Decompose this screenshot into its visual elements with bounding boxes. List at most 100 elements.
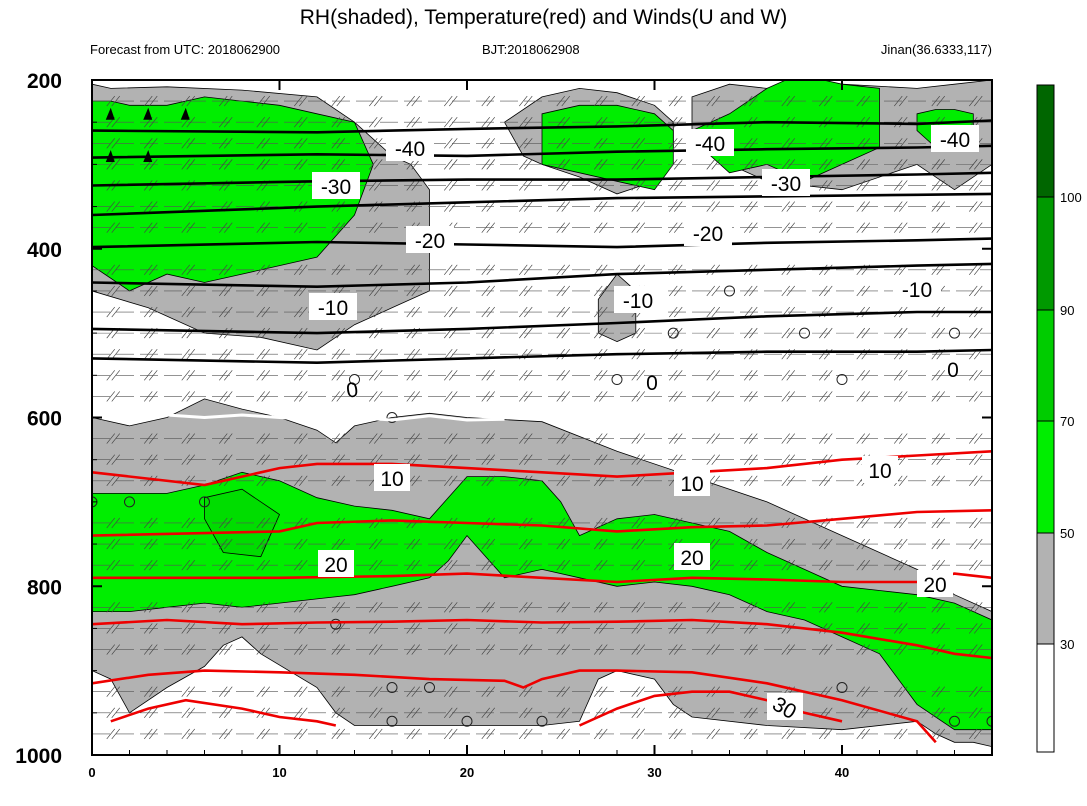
wind-barb-368 bbox=[406, 454, 421, 465]
wind-barb-536 bbox=[406, 644, 421, 655]
wind-barb-7 bbox=[368, 95, 383, 107]
wind-barb-601 bbox=[143, 728, 158, 740]
wind-barb-162 bbox=[781, 222, 796, 233]
wind-barb-142 bbox=[931, 201, 946, 212]
wind-flag-627 bbox=[105, 149, 115, 162]
wind-barb-150 bbox=[331, 222, 346, 233]
wind-barb-344 bbox=[406, 433, 421, 444]
wind-barb-562 bbox=[481, 686, 496, 697]
wind-barb-19 bbox=[818, 95, 833, 107]
wind-barb-397 bbox=[593, 475, 608, 486]
wind-barb-509 bbox=[293, 623, 308, 634]
wind-barb-436 bbox=[256, 538, 271, 550]
wind-barb-174 bbox=[331, 264, 346, 276]
wind-barb-57 bbox=[443, 138, 458, 149]
contour-label-box-16 bbox=[318, 550, 354, 577]
wind-barb-357 bbox=[893, 433, 908, 444]
wind-barb-92 bbox=[856, 159, 871, 170]
wind-barb-78 bbox=[331, 159, 346, 170]
wind-barb-497 bbox=[743, 602, 758, 613]
contour-label-12: 0 bbox=[947, 359, 959, 382]
wind-barb-273 bbox=[443, 349, 458, 360]
wind-barb-364 bbox=[256, 454, 271, 465]
wind-barb-91 bbox=[818, 159, 833, 170]
wind-barb-500 bbox=[856, 602, 871, 613]
y-tick-label-3: 800 bbox=[27, 576, 62, 599]
wind-barb-220 bbox=[256, 306, 271, 318]
contour-label-box-6 bbox=[684, 219, 732, 246]
wind-barb-175 bbox=[368, 264, 383, 276]
wind-barb-104 bbox=[406, 180, 421, 191]
wind-barb-324 bbox=[556, 391, 571, 402]
wind-barb-563 bbox=[518, 686, 533, 697]
wind-barb-511 bbox=[368, 623, 383, 634]
wind-barb-318 bbox=[331, 391, 346, 402]
x-tick-label-3: 30 bbox=[647, 765, 661, 780]
wind-barb-623 bbox=[968, 728, 983, 740]
wind-barb-340 bbox=[256, 433, 271, 444]
wind-barb-212 bbox=[856, 285, 871, 297]
wind-barb-419 bbox=[518, 517, 533, 529]
contour-label-box-17 bbox=[674, 543, 710, 570]
wind-barb-170 bbox=[181, 264, 196, 276]
wind-barb-528 bbox=[106, 644, 121, 655]
rh-green-region-1 bbox=[541, 104, 674, 191]
wind-barb-178 bbox=[481, 264, 496, 276]
wind-barb-138 bbox=[781, 201, 796, 212]
wind-barb-139 bbox=[818, 201, 833, 212]
wind-barb-308 bbox=[856, 370, 871, 381]
wind-barb-605 bbox=[293, 728, 308, 740]
wind-barb-342 bbox=[331, 433, 346, 444]
wind-barb-54 bbox=[331, 138, 346, 149]
calm-wind-circle-3 bbox=[724, 285, 735, 297]
wind-barb-110 bbox=[631, 180, 646, 191]
wind-barb-98 bbox=[181, 180, 196, 191]
wind-barb-455 bbox=[968, 538, 983, 550]
wind-barb-111 bbox=[668, 180, 683, 191]
wind-barb-326 bbox=[631, 391, 646, 402]
wind-barb-108 bbox=[556, 180, 571, 191]
contour-label-box-3 bbox=[312, 172, 360, 199]
wind-barb-615 bbox=[668, 728, 683, 740]
wind-barb-169 bbox=[143, 264, 158, 276]
wind-barb-289 bbox=[143, 370, 158, 381]
wind-barb-394 bbox=[481, 475, 496, 486]
wind-barb-443 bbox=[518, 538, 533, 550]
colorbar: 30 50 70 90 100 bbox=[1036, 84, 1082, 753]
wind-barb-80 bbox=[406, 159, 421, 170]
wind-barb-402 bbox=[781, 475, 796, 486]
wind-barb-89 bbox=[743, 159, 758, 170]
wind-barb-9 bbox=[443, 95, 458, 107]
wind-barb-612 bbox=[556, 728, 571, 740]
wind-barb-30 bbox=[331, 116, 346, 128]
wind-barb-127 bbox=[368, 201, 383, 212]
wind-barb-295 bbox=[368, 370, 383, 381]
contour-label-box-8 bbox=[614, 286, 662, 313]
temp-contour-neg-1 bbox=[92, 144, 992, 159]
wind-barb-137 bbox=[743, 201, 758, 212]
wind-barb-144 bbox=[106, 222, 121, 233]
calm-wind-circle-9 bbox=[124, 496, 135, 508]
calm-wind-circle-6 bbox=[949, 327, 960, 339]
wind-barb-586 bbox=[481, 707, 496, 719]
wind-barb-221 bbox=[293, 306, 308, 318]
y-tick-label-2: 600 bbox=[27, 408, 62, 431]
contour-label-5: -20 bbox=[415, 230, 445, 253]
contour-label-box-2 bbox=[931, 125, 979, 152]
colorbar-label-4: 100 bbox=[1060, 190, 1082, 205]
wind-barb-430 bbox=[931, 517, 946, 529]
calm-wind-circle-18 bbox=[949, 715, 960, 727]
wind-barb-532 bbox=[256, 644, 271, 655]
wind-barb-546 bbox=[781, 644, 796, 655]
wind-barb-314 bbox=[181, 391, 196, 402]
wind-barb-530 bbox=[181, 644, 196, 655]
temp-contour-neg-0 bbox=[92, 119, 992, 134]
wind-barb-141 bbox=[893, 201, 908, 212]
wind-barb-588 bbox=[556, 707, 571, 719]
wind-barb-607 bbox=[368, 728, 383, 740]
wind-barb-323 bbox=[518, 391, 533, 402]
wind-barb-488 bbox=[406, 602, 421, 613]
wind-barb-268 bbox=[256, 349, 271, 360]
wind-barb-525 bbox=[893, 623, 908, 634]
wind-barb-35 bbox=[518, 116, 533, 128]
